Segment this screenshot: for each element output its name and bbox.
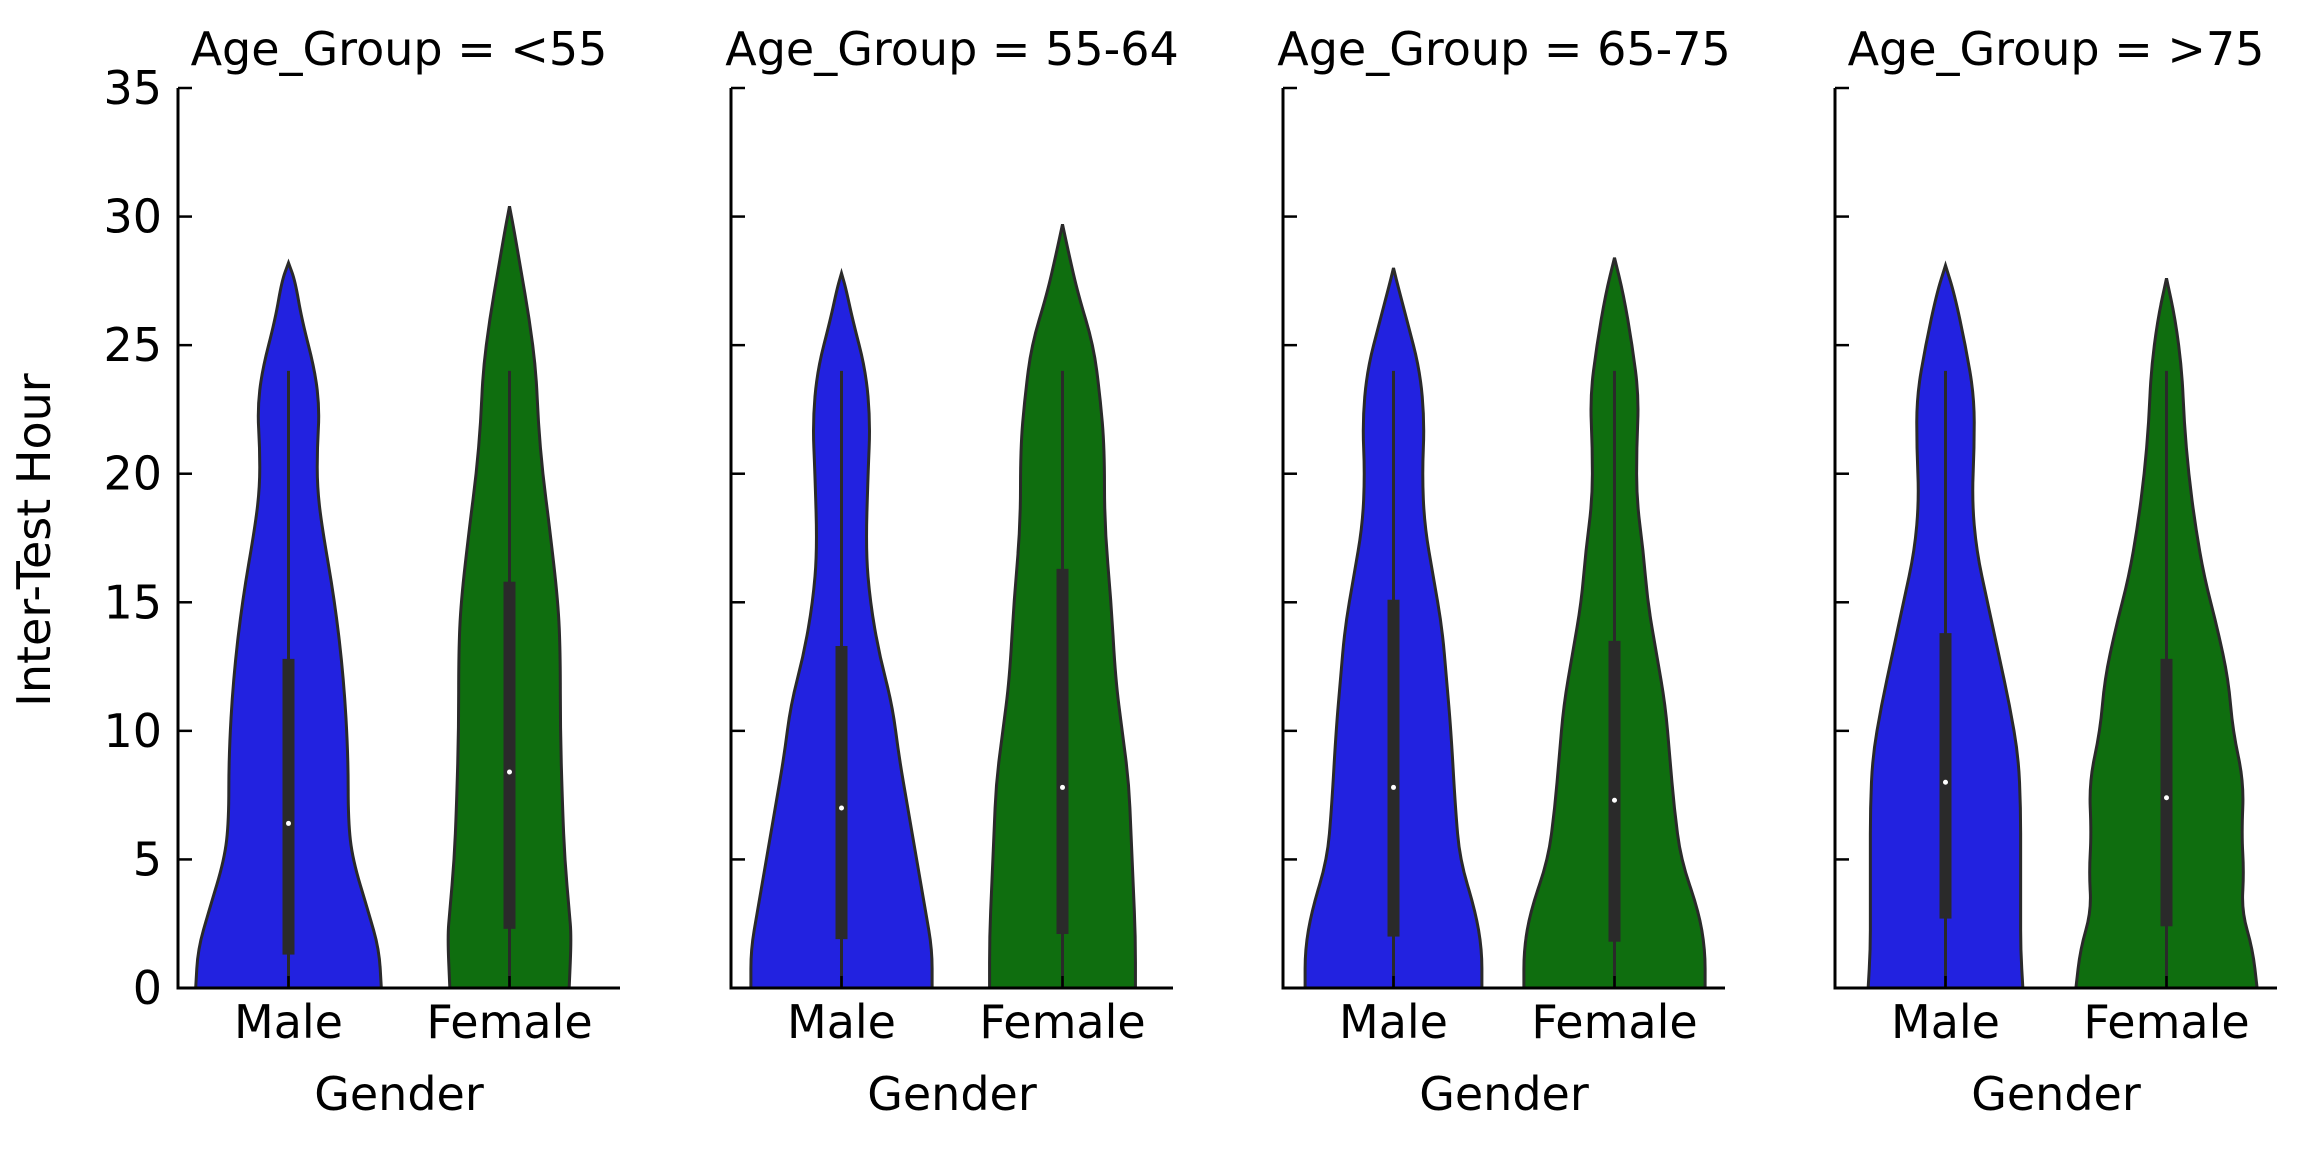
- panel-3: Age_Group = 65-75 Male Female Gender: [1277, 22, 1730, 1121]
- y-tick-label: 0: [133, 961, 162, 1015]
- panel-2: Age_Group = 55-64 Male Female Gender: [725, 22, 1178, 1121]
- x-axis-label: Gender: [314, 1067, 484, 1121]
- iqr-box: [1387, 599, 1400, 937]
- panel-1: Age_Group = <55 Male Female 0 5 10 15 20 25 30 35 G…: [103, 22, 620, 1121]
- y-tick-label: 20: [103, 447, 162, 501]
- iqr-box: [835, 646, 848, 940]
- median-dot: [286, 820, 291, 826]
- x-tick-label: Male: [787, 995, 896, 1049]
- x-axis-label: Gender: [1419, 1067, 1589, 1121]
- x-tick-label: Male: [1891, 995, 2000, 1049]
- y-axis-label: Inter-Test Hour: [7, 373, 61, 706]
- median-dot: [507, 769, 512, 775]
- x-tick-label: Female: [979, 995, 1145, 1049]
- iqr-box: [1056, 568, 1069, 934]
- median-dot: [1391, 784, 1396, 790]
- x-axis-label: Gender: [867, 1067, 1037, 1121]
- panels: Age_Group = <55 Male Female 0 5 10 15 20 25 30 35 G…: [103, 22, 2277, 1121]
- x-tick-label: Male: [1339, 995, 1448, 1049]
- iqr-box: [1608, 640, 1621, 942]
- iqr-box: [282, 658, 295, 955]
- panel-title: Age_Group = >75: [1848, 22, 2265, 76]
- y-tick-label: 35: [103, 61, 162, 115]
- iqr-box: [503, 581, 516, 929]
- panel-title: Age_Group = 55-64: [725, 22, 1178, 76]
- median-dot: [1943, 779, 1948, 785]
- y-tick-label: 15: [103, 575, 162, 629]
- median-dot: [839, 805, 844, 811]
- y-tick-label: 30: [103, 190, 162, 244]
- panel-4: Age_Group = >75 Male Female Gender: [1833, 22, 2277, 1121]
- x-tick-label: Male: [234, 995, 343, 1049]
- median-dot: [1612, 797, 1617, 803]
- x-axis-label: Gender: [1971, 1067, 2141, 1121]
- iqr-box: [2160, 658, 2173, 927]
- y-tick-label: 5: [133, 832, 162, 886]
- panel-title: Age_Group = 65-75: [1277, 22, 1730, 76]
- x-tick-label: Female: [2083, 995, 2249, 1049]
- x-tick-label: Female: [1531, 995, 1697, 1049]
- iqr-box: [1939, 633, 1952, 919]
- y-tick-label: 25: [103, 318, 162, 372]
- x-tick-label: Female: [426, 995, 592, 1049]
- median-dot: [2164, 795, 2169, 801]
- panel-title: Age_Group = <55: [191, 22, 608, 76]
- y-tick-label: 10: [103, 704, 162, 758]
- median-dot: [1060, 784, 1065, 790]
